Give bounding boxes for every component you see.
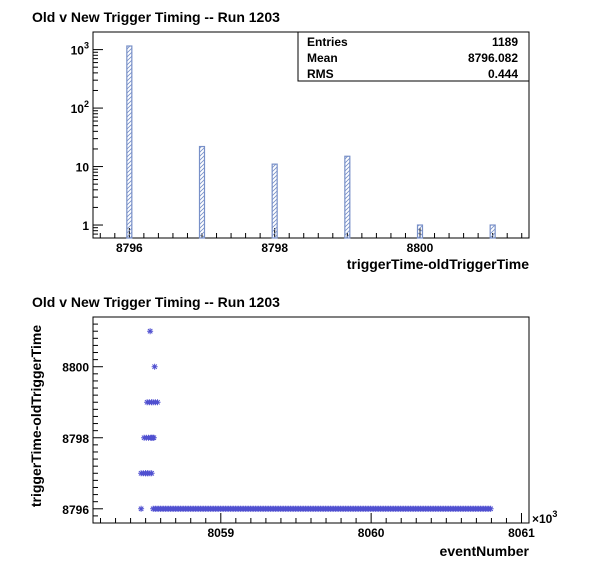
scatter-title: Old v New Trigger Timing -- Run 1203 (32, 294, 280, 310)
stats-rms-value: 0.444 (488, 67, 518, 81)
scatter-panel: Old v New Trigger Timing -- Run 1203 879… (28, 294, 557, 559)
stats-entries-value: 1189 (492, 35, 518, 49)
x-tick-label: 8798 (261, 241, 288, 255)
stats-rms-label: RMS (307, 67, 334, 81)
x-tick-label: 8061 (508, 526, 535, 540)
histogram-title: Old v New Trigger Timing -- Run 1203 (32, 9, 280, 25)
scatter-point (147, 328, 154, 335)
scatter-x-label: eventNumber (440, 543, 530, 559)
histogram-bar (198, 145, 206, 239)
stats-entries-label: Entries (307, 35, 348, 49)
y-tick-label-exponent: 2 (84, 99, 89, 109)
y-tick-label: 1 (82, 219, 89, 233)
x-multiplier-base: ×10 (532, 512, 553, 526)
scatter-point (154, 399, 161, 406)
scatter-point (487, 505, 494, 512)
y-tick-label-base: 10 (76, 161, 90, 175)
histogram-bar (126, 45, 133, 239)
x-tick-label: 8800 (407, 241, 434, 255)
scatter-point (151, 363, 158, 370)
y-tick-label-base: 1 (82, 219, 89, 233)
y-tick-label: 103 (71, 41, 89, 58)
scatter-point (138, 505, 145, 512)
histogram-bar (271, 163, 278, 239)
histogram-panel: Old v New Trigger Timing -- Run 1203 1 10… (32, 9, 530, 272)
scatter-x-axis: 8059 8060 8061 (100, 513, 535, 540)
y-tick-label: 8796 (62, 503, 89, 517)
scatter-y-axis: 8796 8798 8800 (62, 316, 103, 517)
x-multiplier-exponent: 3 (552, 509, 557, 519)
x-axis-multiplier: ×103 (532, 509, 557, 526)
y-tick-label: 8800 (62, 361, 89, 375)
scatter-points (138, 328, 494, 512)
stats-box-frame (297, 31, 530, 82)
y-tick-label: 10 (76, 161, 90, 175)
scatter-point (148, 470, 155, 477)
histogram-bars (126, 45, 496, 239)
histogram-bar (489, 224, 496, 239)
stats-mean-value: 8796.082 (468, 51, 518, 65)
stats-box: Entries 1189 Mean 8796.082 RMS 0.444 (297, 31, 530, 82)
x-tick-label: 8796 (116, 241, 143, 255)
y-tick-label: 8798 (62, 432, 89, 446)
scatter-point (150, 434, 157, 441)
histogram-bar (344, 155, 351, 239)
y-tick-label-exponent: 3 (84, 41, 89, 51)
histogram-x-axis: 8796 8798 8800 (99, 228, 523, 255)
histogram-bar (416, 224, 424, 239)
x-tick-label: 8060 (358, 526, 385, 540)
scatter-y-label: triggerTime-oldTriggerTime (28, 325, 44, 508)
stats-mean-label: Mean (307, 51, 338, 65)
y-tick-label-base: 10 (71, 102, 85, 116)
x-tick-label: 8059 (207, 526, 234, 540)
scatter-frame (92, 316, 530, 524)
y-tick-label-base: 10 (71, 44, 85, 58)
y-tick-label: 102 (71, 99, 89, 116)
histogram-x-label: triggerTime-oldTriggerTime (347, 256, 530, 272)
